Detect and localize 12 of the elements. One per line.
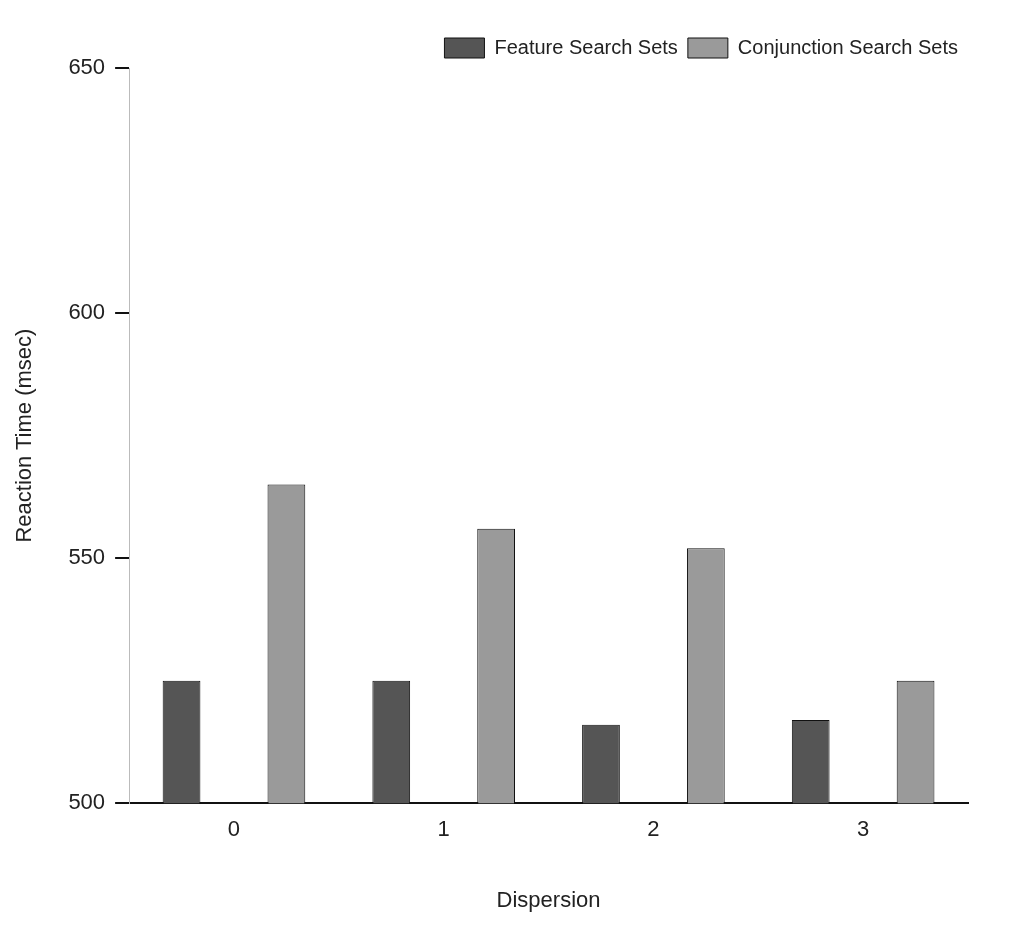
x-tick-label: 2 (647, 816, 660, 842)
legend-label: Feature Search Sets (494, 35, 678, 58)
x-tick-label: 1 (437, 816, 450, 842)
x-tick-label: 3 (857, 816, 870, 842)
x-tick-label: 0 (227, 816, 241, 842)
y-axis-title: Reaction Time (msec) (11, 328, 37, 543)
legend-label: Conjunction Search Sets (737, 35, 959, 58)
y-tick-label: 500 (68, 789, 106, 815)
y-tick-label: 550 (68, 544, 106, 570)
y-tick-label: 650 (68, 54, 106, 80)
y-tick-label: 600 (68, 299, 106, 325)
x-axis-title: Dispersion (496, 886, 601, 912)
